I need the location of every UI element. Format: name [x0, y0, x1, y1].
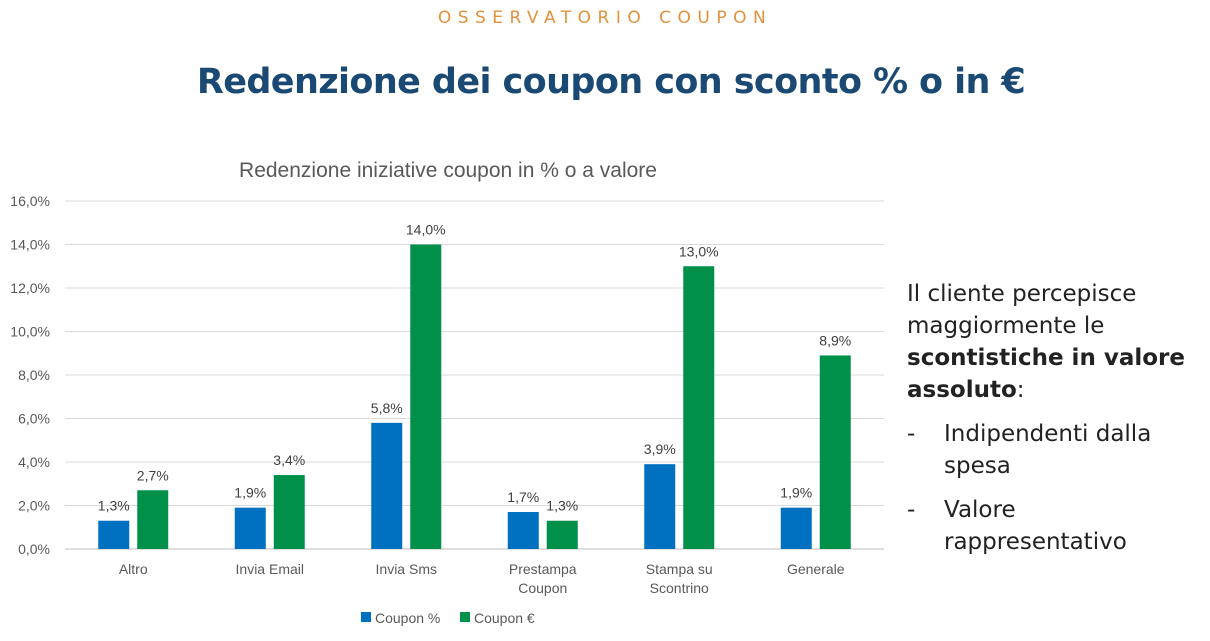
- note-line-2: maggiormente le: [907, 313, 1105, 339]
- note-emphasis: scontistiche in valore: [907, 342, 1197, 374]
- data-label: 1,7%: [507, 489, 539, 505]
- bar-coupon-euro: [137, 490, 169, 549]
- data-label: 3,4%: [273, 452, 305, 468]
- y-tick-label: 14,0%: [10, 237, 50, 253]
- bullet-line: Valore: [944, 497, 1016, 523]
- legend-label: Coupon €: [474, 610, 535, 626]
- bar-coupon-euro: [683, 266, 715, 549]
- bar-coupon-percent: [507, 512, 539, 549]
- data-label: 5,8%: [371, 400, 403, 416]
- note-line-1: Il cliente percepisce: [907, 281, 1137, 307]
- x-tick-label: Generale: [787, 561, 845, 577]
- bullet-line: rappresentativo: [944, 529, 1127, 555]
- bar-coupon-euro: [546, 520, 578, 549]
- bar-coupon-percent: [98, 520, 130, 549]
- bullet-dash: -: [907, 421, 916, 447]
- data-label: 2,7%: [137, 467, 169, 483]
- x-tick-label: Prestampa Coupon: [509, 561, 577, 596]
- bullet-dash: -: [907, 497, 916, 523]
- note-bold-1: scontistiche in valore: [907, 345, 1185, 371]
- data-label: 1,3%: [546, 498, 578, 514]
- data-label: 3,9%: [644, 441, 676, 457]
- page-title: Redenzione dei coupon con sconto % o in …: [196, 62, 1026, 102]
- bullet-line: Indipendenti dalla: [944, 421, 1152, 447]
- side-note: Il cliente percepisce maggiormente le sc…: [907, 278, 1197, 570]
- x-tick-label: Invia Email: [236, 561, 304, 577]
- legend-swatch: [460, 612, 470, 622]
- bar-coupon-euro: [410, 244, 442, 549]
- x-tick-label: Invia Sms: [376, 561, 437, 577]
- note-bold-2: assoluto: [907, 377, 1017, 403]
- data-label: 1,3%: [98, 498, 130, 514]
- data-label: 8,9%: [819, 332, 851, 348]
- kicker-title: OSSERVATORIO COUPON: [437, 8, 773, 28]
- data-label: 14,0%: [406, 222, 446, 238]
- legend-label: Coupon %: [375, 610, 440, 626]
- bar-coupon-percent: [371, 422, 403, 549]
- y-tick-label: 4,0%: [18, 454, 50, 470]
- bullet-item: - Indipendenti dalla spesa: [907, 418, 1197, 482]
- y-tick-label: 10,0%: [10, 324, 50, 340]
- chart-title: Redenzione iniziative coupon in % o a va…: [239, 159, 657, 182]
- bar-coupon-percent: [780, 507, 812, 549]
- y-tick-label: 12,0%: [10, 280, 50, 296]
- y-tick-label: 16,0%: [10, 193, 50, 209]
- bullet-line: spesa: [944, 453, 1011, 479]
- bullet-list: - Indipendenti dalla spesa - Valore rapp…: [907, 418, 1197, 558]
- bar-coupon-euro: [273, 475, 305, 549]
- data-label: 1,9%: [234, 485, 266, 501]
- x-tick-label: Stampa su Scontrino: [646, 561, 713, 596]
- data-label: 1,9%: [780, 485, 812, 501]
- note-emphasis-2: assoluto:: [907, 374, 1197, 406]
- bar-chart: Redenzione iniziative coupon in % o a va…: [10, 159, 884, 626]
- bar-coupon-percent: [644, 464, 676, 549]
- y-tick-label: 2,0%: [18, 498, 50, 514]
- bar-coupon-percent: [234, 507, 266, 549]
- data-label: 13,0%: [679, 243, 719, 259]
- bar-coupon-euro: [819, 355, 851, 549]
- bullet-item: - Valore rappresentativo: [907, 494, 1197, 558]
- y-tick-label: 8,0%: [18, 367, 50, 383]
- x-tick-label: Altro: [119, 561, 148, 577]
- legend-swatch: [361, 612, 371, 622]
- note-colon: :: [1016, 377, 1025, 403]
- y-tick-label: 6,0%: [18, 411, 50, 427]
- y-tick-label: 0,0%: [18, 541, 50, 557]
